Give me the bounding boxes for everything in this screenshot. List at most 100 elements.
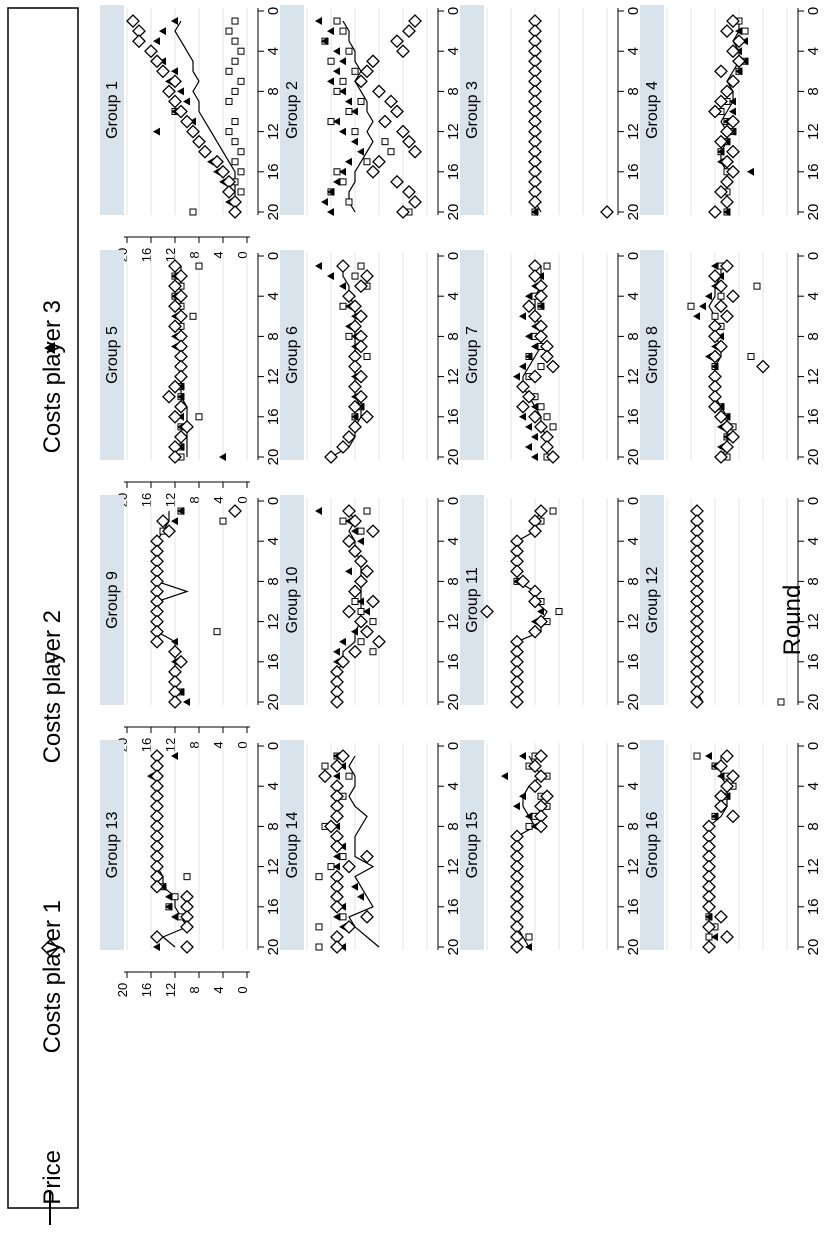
costs-player-1-point (726, 809, 740, 824)
x-tick-label: 12 (805, 613, 822, 630)
x-tick-label: 8 (265, 577, 282, 585)
x-tick-label: 20 (265, 694, 282, 711)
legend-square-icon (45, 653, 55, 663)
costs-player-2-point (195, 413, 203, 421)
costs-player-3-point (327, 77, 334, 86)
costs-player-2-point (357, 97, 365, 105)
costs-player-1-point (390, 104, 404, 119)
costs-player-1-point (342, 534, 356, 549)
costs-player-3-point (333, 647, 340, 656)
costs-player-1-point (168, 644, 182, 659)
costs-player-3-point (315, 17, 322, 26)
costs-player-1-point (510, 940, 524, 954)
costs-player-1-point (348, 514, 362, 529)
costs-player-1-point (714, 94, 728, 109)
costs-player-1-point (354, 74, 368, 89)
costs-player-1-point (546, 359, 560, 374)
costs-player-1-point (708, 269, 722, 284)
costs-player-1-point (534, 329, 548, 344)
costs-player-1-point (390, 34, 404, 49)
x-tick-label: 20 (265, 939, 282, 956)
legend-label: Costs player 3 (39, 300, 66, 453)
costs-player-1-point (174, 269, 188, 284)
legend: Price Costs player 1 Costs player 2 Costs p… (7, 7, 79, 1225)
costs-player-2-point (387, 148, 395, 156)
costs-player-3-point (537, 302, 544, 311)
panel-10: Group 10 0 4 8 12 16 20 (280, 495, 462, 710)
costs-player-3-point (705, 912, 712, 921)
y-tick-label: 16 (139, 983, 154, 997)
y-tick-label: 4 (211, 251, 226, 258)
costs-player-1-point (708, 399, 722, 414)
costs-player-2-point (339, 77, 347, 85)
x-tick-label: 0 (265, 742, 282, 750)
costs-player-3-point (153, 37, 160, 46)
costs-player-3-point (171, 517, 178, 526)
costs-player-3-point (717, 772, 724, 781)
panel-title-strip (640, 250, 664, 460)
costs-player-2-point (237, 168, 245, 176)
panel-6: Group 6 0 4 8 12 16 20 (280, 250, 462, 465)
costs-player-3-point (171, 752, 178, 761)
costs-player-1-point (720, 309, 734, 324)
x-tick-label: 16 (625, 163, 642, 180)
costs-player-2-point (747, 353, 755, 360)
costs-player-3-point (339, 167, 346, 176)
costs-player-2-point (189, 312, 197, 320)
costs-player-3-point (321, 197, 328, 206)
costs-player-1-point (198, 144, 212, 159)
costs-player-1-point (348, 319, 362, 334)
panel-13: Group 13 0 4 8 12 16 20 0 4 8 12 16 20 (100, 740, 282, 997)
x-tick-label: 4 (445, 537, 462, 545)
costs-player-1-point (330, 940, 344, 954)
costs-player-3-point (327, 208, 334, 216)
costs-player-1-point (708, 205, 722, 219)
costs-player-1-point (702, 919, 716, 934)
costs-player-3-point (345, 567, 352, 576)
costs-player-1-point (156, 514, 170, 529)
costs-player-2-point (315, 943, 323, 951)
costs-player-1-point (528, 309, 542, 324)
x-tick-label: 4 (265, 782, 282, 790)
costs-player-3-point (351, 527, 358, 536)
costs-player-1-point (348, 299, 362, 314)
costs-player-1-point (408, 14, 422, 28)
x-tick-label: 16 (265, 653, 282, 670)
costs-player-1-point (540, 440, 554, 454)
costs-player-1-point (720, 419, 734, 434)
x-tick-label: 0 (625, 7, 642, 15)
x-tick-label: 8 (445, 577, 462, 585)
costs-player-3-point (513, 372, 520, 381)
costs-player-1-point (402, 184, 416, 199)
costs-player-2-point (687, 302, 695, 310)
x-tick-label: 8 (265, 87, 282, 95)
x-tick-label: 20 (445, 939, 462, 956)
panel-title-strip (460, 740, 484, 950)
costs-player-3-point (171, 912, 178, 921)
costs-player-2-point (351, 67, 359, 75)
costs-player-3-point (357, 892, 364, 901)
costs-player-1-point (348, 359, 362, 374)
costs-player-3-point (711, 812, 718, 821)
costs-player-1-point (534, 749, 548, 763)
costs-player-3-point (327, 187, 334, 196)
costs-player-2-point (231, 57, 239, 65)
costs-player-1-point (528, 779, 542, 794)
costs-player-1-point (228, 504, 242, 518)
costs-player-2-point (717, 292, 725, 300)
y-tick-label: 0 (235, 986, 250, 993)
costs-player-1-point (720, 749, 734, 763)
costs-player-1-point (600, 205, 614, 219)
x-tick-label: 8 (625, 87, 642, 95)
costs-player-1-point (396, 44, 410, 59)
costs-player-1-point (336, 654, 350, 669)
costs-player-2-point (327, 57, 335, 65)
costs-player-3-point (747, 167, 754, 176)
x-tick-label: 12 (265, 613, 282, 630)
x-tick-label: 12 (265, 858, 282, 875)
costs-player-2-point (549, 423, 557, 431)
costs-player-1-point (720, 84, 734, 99)
costs-player-2-point (339, 853, 347, 861)
costs-player-1-point (174, 289, 188, 304)
panel-title: Group 10 (284, 567, 301, 634)
